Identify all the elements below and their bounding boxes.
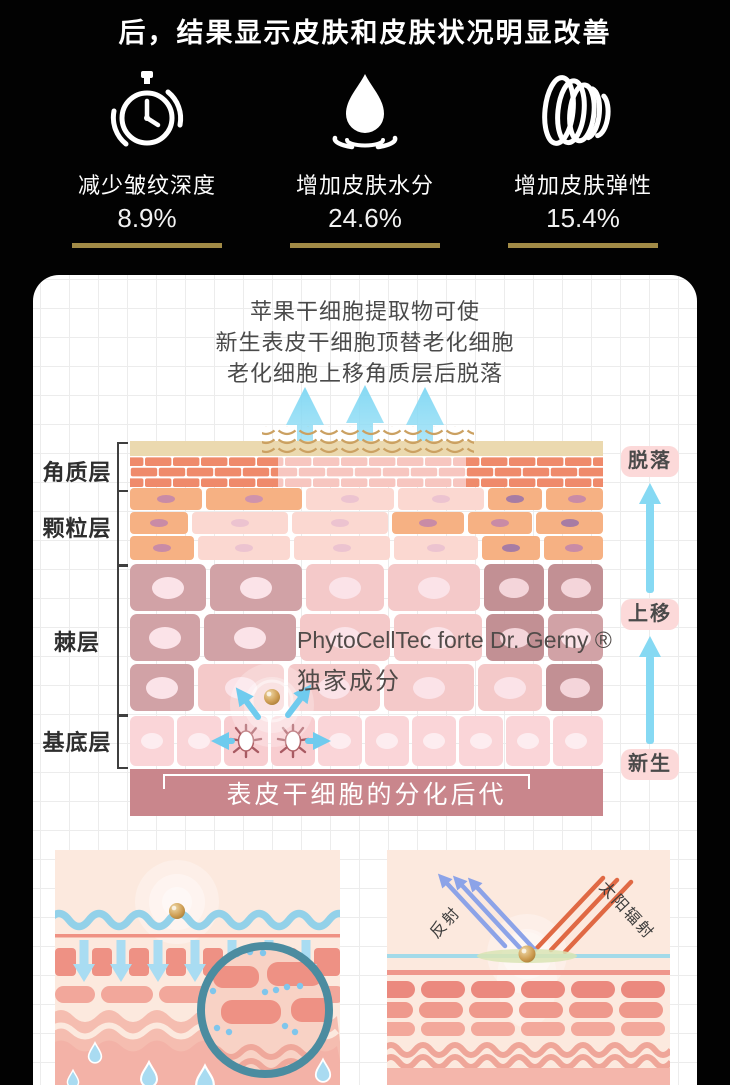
ingredient-sub: 独家成分 [297,668,401,695]
gold-underline [290,243,440,248]
water-drops [195,1057,332,1085]
stat-value: 8.9% [117,203,177,233]
stat-label: 减少皱纹深度 [77,173,216,198]
stopwatch-icon [38,66,256,158]
stage-badge-shed: 脱落 [621,446,679,477]
stats-row: 减少皱纹深度 8.9% 增加皮肤水分 24.6% [0,66,730,248]
ingredient-bead [518,945,536,963]
spring-coil-icon [474,66,692,158]
cell-row [387,981,665,998]
intro-text: 苹果干细胞提取物可使 新生表皮干细胞顶替老化细胞 老化细胞上移角质层后脱落 [33,296,697,389]
layer-bracket [117,565,128,716]
layer-bracket [117,490,128,566]
layer-label-granular: 颗粒层 [42,516,112,541]
moisture-panel [55,850,340,1085]
solar-radiation-rays [534,875,634,955]
footer-label: 表皮干细胞的分化后代 [226,781,507,809]
skin-layers-illustration [130,385,603,766]
up-arrow-icon [639,483,661,600]
up-arrow-icon [639,636,661,751]
stat-wrinkle: 减少皱纹深度 8.9% [38,66,256,248]
stat-label: 增加皮肤弹性 [513,173,652,198]
water-drops [66,1041,159,1085]
ingredient-caption: PhytoCellTec forte Dr. Gerny ® 独家成分 [297,627,612,696]
ingredient-bead [169,903,185,919]
layer-bracket [117,442,128,492]
stat-moisture: 增加皮肤水分 24.6% [256,66,474,248]
stage-badge-move-up: 上移 [621,599,679,630]
layer-bracket [117,715,128,769]
cell-row [387,1022,665,1036]
granular-layer-cells [130,488,603,560]
page-title: 后，结果显示皮肤和皮肤状况明显改善 [118,18,612,48]
gold-underline [508,243,658,248]
footer-bracket [163,774,530,789]
layer-label-spinous: 棘层 [53,630,100,655]
intro-line-3: 老化细胞上移角质层后脱落 [226,361,503,386]
ingredient-name: PhytoCellTec forte Dr. Gerny ® [297,627,612,653]
diagram-card: 苹果干细胞提取物可使 新生表皮干细胞顶替老化细胞 老化细胞上移角质层后脱落 [33,275,697,1085]
footer-bar: 表皮干细胞的分化后代 [130,769,603,816]
flaking-cells [262,426,474,456]
cell-migration-arrows [211,684,331,750]
water-drop-icon [256,66,474,158]
stat-value: 24.6% [328,203,402,233]
stat-value: 15.4% [546,203,620,233]
cell-row [387,1002,663,1018]
radiation-panel: 反射 太阳辐射 [387,850,670,1085]
stat-label: 增加皮肤水分 [295,173,434,198]
gold-underline [72,243,222,248]
intro-line-2: 新生表皮干细胞顶替老化细胞 [215,330,515,355]
intro-line-1: 苹果干细胞提取物可使 [249,299,480,324]
basal-layer-cells [130,716,603,766]
hydration-wave [55,909,340,931]
layer-label-basal: 基底层 [42,730,112,755]
stat-elasticity: 增加皮肤弹性 15.4% [474,66,692,248]
reflection-arrows [437,873,538,953]
layer-label-corneum: 角质层 [42,460,112,485]
spinous-layer-cells [130,564,603,711]
stage-badge-newborn: 新生 [621,749,679,780]
corneum-bricks-new [278,456,466,487]
